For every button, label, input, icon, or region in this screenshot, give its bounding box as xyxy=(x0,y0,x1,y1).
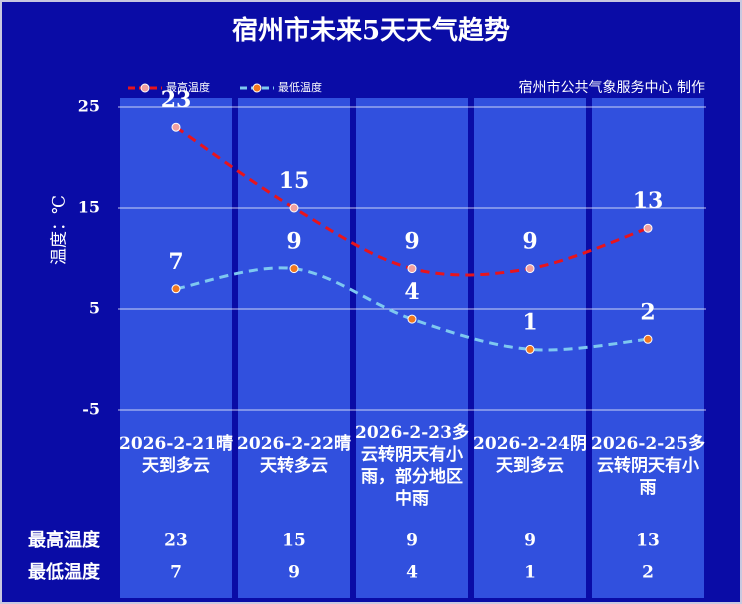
table-value: 13 xyxy=(636,531,660,551)
x-tick-label: 2026-2-24阴天到多云 xyxy=(473,434,587,476)
point xyxy=(407,264,417,274)
y-tick-label: 25 xyxy=(78,97,100,116)
table-value: 15 xyxy=(282,531,306,551)
legend-marker xyxy=(140,83,150,93)
data-label: 4 xyxy=(404,279,419,305)
point xyxy=(643,334,653,344)
x-tick-label: 2026-2-23多云转阴天有小雨，部分地区中雨 xyxy=(355,423,469,509)
column-band xyxy=(356,98,468,598)
column-band xyxy=(120,98,232,598)
legend-label: 最低温度 xyxy=(278,80,322,94)
point xyxy=(289,264,299,274)
column-band xyxy=(592,98,704,598)
table-row-label: 最低温度 xyxy=(28,561,101,583)
y-tick-label: 15 xyxy=(78,198,100,217)
point xyxy=(525,344,535,354)
table-row-label: 最高温度 xyxy=(28,529,101,551)
table-value: 4 xyxy=(406,563,418,583)
table-value: 9 xyxy=(524,531,536,551)
x-tick-label: 2026-2-21晴天到多云 xyxy=(119,434,233,476)
table-value: 7 xyxy=(170,563,182,583)
series-line xyxy=(175,266,649,352)
legend-label: 最高温度 xyxy=(166,80,210,94)
column-band xyxy=(238,98,350,598)
y-axis-label: 温度：℃ xyxy=(50,195,70,265)
x-tick-label: 2026-2-22晴天转多云 xyxy=(237,434,351,476)
data-label: 1 xyxy=(522,309,537,335)
chart-title: 宿州市未来5天天气趋势 xyxy=(232,15,510,46)
y-tick-label: -5 xyxy=(82,400,100,419)
point xyxy=(171,284,181,294)
point xyxy=(407,314,417,324)
point xyxy=(289,203,299,213)
data-label: 2 xyxy=(640,299,655,325)
table-value: 1 xyxy=(524,563,536,583)
table-value: 9 xyxy=(406,531,418,551)
point xyxy=(171,122,181,132)
data-label: 15 xyxy=(279,168,310,194)
data-label: 23 xyxy=(161,87,192,113)
data-label: 9 xyxy=(286,229,301,255)
point xyxy=(525,264,535,274)
data-label: 7 xyxy=(168,249,183,275)
data-label: 13 xyxy=(633,188,664,214)
table-value: 9 xyxy=(288,563,300,583)
point xyxy=(643,223,653,233)
table-value: 23 xyxy=(164,531,188,551)
legend-marker xyxy=(252,83,262,93)
y-tick-label: 5 xyxy=(89,299,100,318)
data-label: 9 xyxy=(404,229,419,255)
table-value: 2 xyxy=(642,563,654,583)
data-label: 9 xyxy=(522,229,537,255)
source: 宿州市公共气象服务中心 制作 xyxy=(519,79,705,96)
x-tick-label: 2026-2-25多云转阴天有小雨 xyxy=(591,434,705,498)
